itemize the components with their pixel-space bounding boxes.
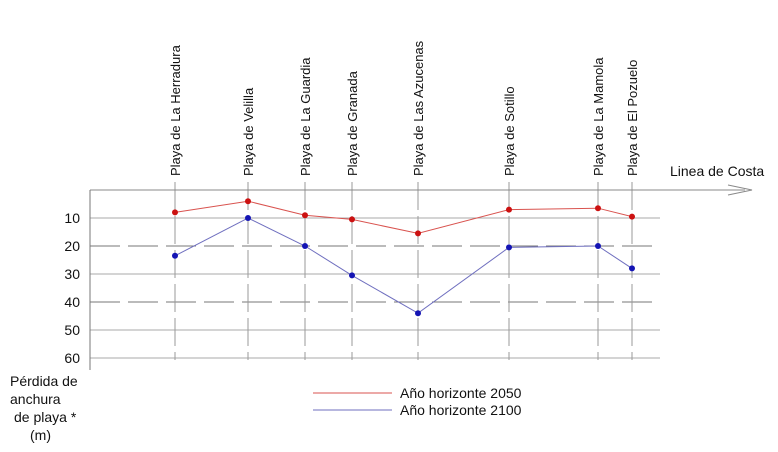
data-point — [506, 244, 512, 251]
legend-label-2050: Año horizonte 2050 — [400, 385, 522, 401]
x-axis-label: Linea de Costa — [670, 163, 764, 179]
data-point — [245, 198, 251, 205]
y-tick-label: 60 — [64, 350, 80, 366]
x-tick-label: Playa de Granada — [345, 70, 360, 176]
series-line-0 — [174, 200, 633, 234]
data-point — [629, 265, 635, 272]
axis-layer — [89, 184, 753, 370]
data-point — [245, 215, 251, 221]
y-tick-label: 30 — [64, 266, 80, 282]
series-line-1 — [174, 217, 633, 314]
data-point — [172, 209, 178, 216]
data-point — [172, 252, 178, 259]
legend: Año horizonte 2050 Año horizonte 2100 — [313, 385, 522, 418]
x-tick-label: Playa de La Mamola — [591, 57, 606, 176]
data-point — [595, 243, 601, 249]
x-tick-label: Playa de Las Azucenas — [411, 40, 426, 176]
data-point — [415, 310, 421, 317]
legend-label-2100: Año horizonte 2100 — [400, 402, 522, 418]
y-tick-label: 20 — [64, 238, 80, 254]
coast-line-arrow — [727, 184, 753, 196]
data-point — [506, 206, 512, 213]
data-point — [302, 243, 308, 249]
series-layer — [172, 198, 635, 317]
data-point — [629, 213, 635, 220]
data-point — [349, 272, 355, 279]
label-layer: 10 20 30 40 50 60 Playa de La Herradura Playa d… — [64, 40, 640, 366]
grid-layer — [90, 182, 660, 360]
y-tick-label: 10 — [64, 210, 80, 226]
data-point — [595, 205, 601, 212]
x-tick-label: Playa de Velilla — [241, 87, 256, 176]
data-point — [415, 230, 421, 237]
x-tick-label: Playa de El Pozuelo — [625, 60, 640, 176]
data-point — [302, 212, 308, 219]
y-tick-label: 50 — [64, 322, 80, 338]
x-tick-label: Playa de Sotillo — [502, 86, 517, 176]
y-tick-label: 40 — [64, 294, 80, 310]
y-axis-label: Pérdida de anchura de playa * (m) — [10, 373, 82, 443]
x-tick-label: Playa de La Herradura — [168, 44, 183, 176]
data-point — [349, 216, 355, 223]
x-tick-label: Playa de La Guardia — [298, 57, 313, 176]
